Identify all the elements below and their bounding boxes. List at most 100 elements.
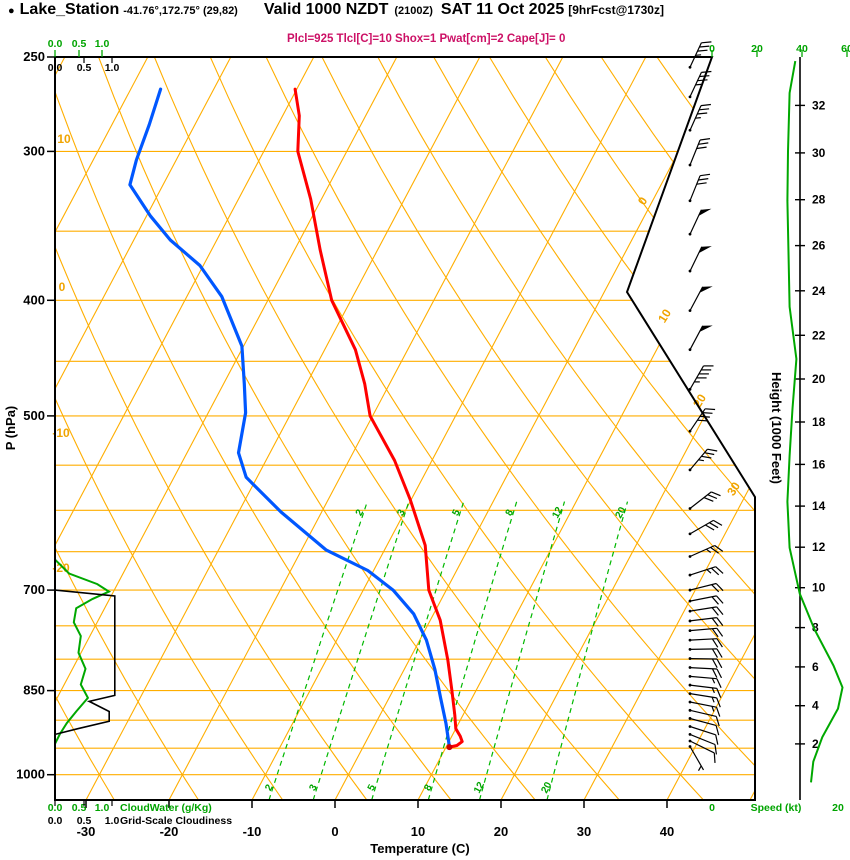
svg-text:0.5: 0.5 bbox=[72, 38, 87, 50]
plot-frame bbox=[54, 56, 756, 801]
svg-text:12: 12 bbox=[472, 780, 487, 795]
svg-text:2: 2 bbox=[812, 737, 819, 751]
svg-text:32: 32 bbox=[812, 98, 826, 112]
svg-text:20: 20 bbox=[751, 43, 763, 55]
valid-date: SAT 11 Oct 2025 bbox=[440, 1, 565, 18]
svg-text:30: 30 bbox=[724, 479, 743, 498]
svg-text:-20: -20 bbox=[160, 824, 179, 839]
svg-text:30: 30 bbox=[577, 824, 591, 839]
svg-text:18: 18 bbox=[812, 415, 826, 429]
svg-text:20: 20 bbox=[614, 505, 629, 520]
wind-barbs bbox=[688, 41, 724, 771]
svg-text:2: 2 bbox=[263, 782, 276, 792]
svg-text:8: 8 bbox=[812, 621, 819, 635]
svg-text:26: 26 bbox=[812, 239, 826, 253]
svg-text:Height (1000 Feet): Height (1000 Feet) bbox=[769, 372, 784, 484]
svg-text:60: 60 bbox=[841, 43, 850, 55]
svg-text:2: 2 bbox=[354, 507, 367, 517]
cloud-water-curve bbox=[55, 558, 112, 745]
svg-text:0.5: 0.5 bbox=[77, 62, 92, 74]
svg-text:16: 16 bbox=[812, 457, 826, 471]
svg-text:1.0: 1.0 bbox=[105, 815, 120, 827]
svg-text:1000: 1000 bbox=[16, 767, 45, 782]
svg-text:-10: -10 bbox=[243, 824, 262, 839]
svg-text:300: 300 bbox=[23, 143, 45, 158]
wind-speed-curve bbox=[786, 60, 844, 783]
svg-text:12: 12 bbox=[550, 505, 565, 520]
skewt-background-grid bbox=[55, 57, 755, 800]
svg-text:0.0: 0.0 bbox=[48, 802, 63, 814]
svg-text:10: 10 bbox=[655, 306, 674, 325]
surface-point-dot bbox=[446, 744, 453, 751]
svg-text:Grid-Scale Cloudiness: Grid-Scale Cloudiness bbox=[120, 815, 232, 827]
svg-text:22: 22 bbox=[812, 328, 826, 342]
svg-text:5: 5 bbox=[450, 507, 463, 517]
svg-text:0.0: 0.0 bbox=[48, 62, 63, 74]
svg-text:-30: -30 bbox=[77, 824, 96, 839]
station-bullet-icon: ● bbox=[8, 5, 15, 17]
temperature-axis: -30 -20 -10 0 10 20 30 40 Temperature (C) bbox=[77, 800, 674, 856]
svg-text:1.0: 1.0 bbox=[95, 38, 110, 50]
svg-text:1.0: 1.0 bbox=[95, 802, 110, 814]
valid-utc: (2100Z) bbox=[394, 5, 433, 17]
svg-text:400: 400 bbox=[23, 292, 45, 307]
svg-text:30: 30 bbox=[812, 146, 826, 160]
svg-text:20: 20 bbox=[494, 824, 508, 839]
svg-text:P (hPa): P (hPa) bbox=[3, 406, 18, 451]
svg-text:14: 14 bbox=[812, 499, 826, 513]
svg-text:20: 20 bbox=[539, 780, 554, 795]
svg-text:0.0: 0.0 bbox=[48, 38, 63, 50]
svg-text:0: 0 bbox=[709, 802, 715, 814]
svg-text:3: 3 bbox=[395, 507, 408, 517]
svg-text:28: 28 bbox=[812, 193, 826, 207]
svg-text:20: 20 bbox=[812, 372, 826, 386]
wind-speed-axis: 0 20 40 60 0 20 Speed (kt) bbox=[709, 43, 850, 814]
svg-text:24: 24 bbox=[812, 284, 826, 298]
temperature-curve bbox=[293, 87, 464, 749]
svg-text:-20: -20 bbox=[52, 561, 70, 575]
pressure-axis: 250 300 400 500 700 850 1000 P (hPa) bbox=[3, 49, 55, 782]
chart-header: ● Lake_Station -41.76°,172.75° (29,82) V… bbox=[8, 1, 664, 19]
station-name: Lake_Station bbox=[19, 1, 120, 18]
svg-text:3: 3 bbox=[307, 782, 320, 792]
svg-text:CloudWater (g/Kg): CloudWater (g/Kg) bbox=[120, 802, 212, 814]
svg-text:-10: -10 bbox=[52, 426, 70, 440]
svg-text:0.5: 0.5 bbox=[72, 802, 87, 814]
svg-text:Speed (kt): Speed (kt) bbox=[751, 802, 802, 814]
svg-text:0: 0 bbox=[635, 194, 651, 207]
svg-text:0.5: 0.5 bbox=[77, 815, 92, 827]
svg-text:250: 250 bbox=[23, 49, 45, 64]
svg-text:4: 4 bbox=[812, 699, 819, 713]
svg-text:1.0: 1.0 bbox=[105, 62, 120, 74]
svg-text:10: 10 bbox=[812, 581, 826, 595]
svg-text:40: 40 bbox=[660, 824, 674, 839]
svg-text:0.0: 0.0 bbox=[48, 815, 63, 827]
svg-text:5: 5 bbox=[366, 782, 379, 792]
svg-text:10: 10 bbox=[411, 824, 425, 839]
svg-text:0: 0 bbox=[331, 824, 338, 839]
svg-text:Temperature (C): Temperature (C) bbox=[370, 841, 469, 856]
svg-text:8: 8 bbox=[422, 782, 435, 792]
cloudiness-curve bbox=[55, 589, 116, 736]
stability-indices: Plcl=925 Tlcl[C]=10 Shox=1 Pwat[cm]=2 Ca… bbox=[287, 33, 566, 45]
svg-text:8: 8 bbox=[504, 507, 517, 517]
svg-text:850: 850 bbox=[23, 683, 45, 698]
sounding-curves bbox=[55, 87, 464, 751]
svg-text:40: 40 bbox=[796, 43, 808, 55]
valid-time: Valid 1000 NZDT bbox=[263, 1, 389, 18]
svg-text:700: 700 bbox=[23, 582, 45, 597]
dewpoint-curve bbox=[128, 87, 451, 749]
mixing-ratio-labels: 2 2 3 3 5 5 8 8 12 12 20 20 bbox=[263, 505, 628, 795]
svg-text:10: 10 bbox=[57, 132, 71, 146]
svg-text:500: 500 bbox=[23, 408, 45, 423]
cloud-scales: 0.00.00.50.51.01.00.00.00.50.51.01.0Clou… bbox=[48, 38, 232, 827]
station-coords: -41.76°,172.75° (29,82) bbox=[123, 5, 238, 17]
forecast-tag: [9hrFcst@1730z] bbox=[568, 3, 664, 17]
svg-text:12: 12 bbox=[812, 540, 826, 554]
svg-text:20: 20 bbox=[832, 802, 844, 814]
svg-text:6: 6 bbox=[812, 660, 819, 674]
svg-text:0: 0 bbox=[709, 43, 715, 55]
